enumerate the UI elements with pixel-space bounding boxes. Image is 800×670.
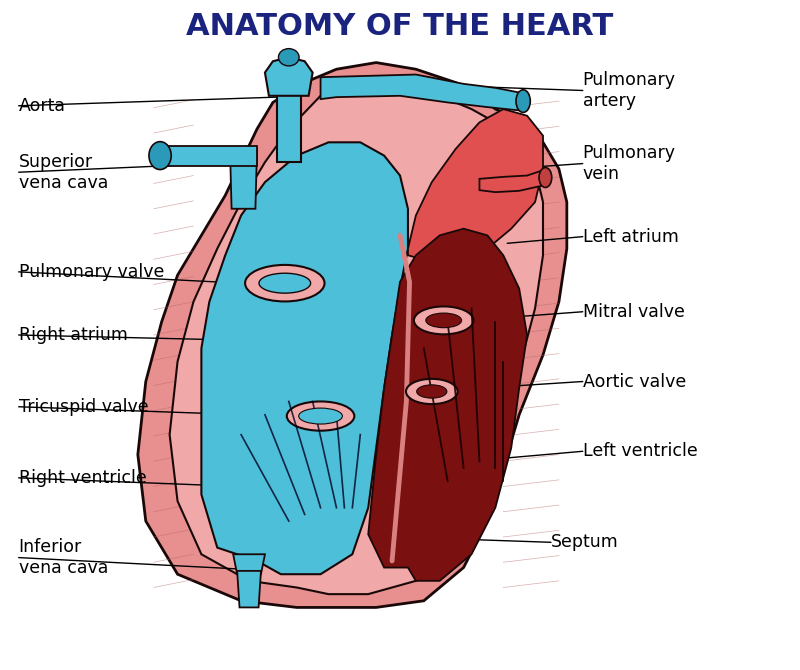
- Polygon shape: [170, 82, 543, 594]
- Text: Right ventricle: Right ventricle: [18, 469, 146, 487]
- Text: Pulmonary
vein: Pulmonary vein: [582, 144, 676, 183]
- Text: Tricuspid valve: Tricuspid valve: [18, 398, 148, 416]
- Ellipse shape: [426, 313, 462, 328]
- Polygon shape: [265, 57, 313, 96]
- Ellipse shape: [245, 265, 325, 302]
- Polygon shape: [202, 142, 408, 574]
- Ellipse shape: [539, 168, 552, 188]
- Polygon shape: [277, 89, 301, 162]
- Ellipse shape: [414, 306, 474, 334]
- Polygon shape: [233, 554, 265, 574]
- Ellipse shape: [516, 90, 530, 113]
- Text: Left ventricle: Left ventricle: [582, 442, 698, 460]
- Ellipse shape: [417, 385, 447, 398]
- Ellipse shape: [298, 408, 342, 424]
- Polygon shape: [230, 149, 257, 209]
- Text: Inferior
vena cava: Inferior vena cava: [18, 538, 108, 577]
- Polygon shape: [138, 62, 567, 608]
- Polygon shape: [321, 74, 519, 111]
- Text: Mitral valve: Mitral valve: [582, 303, 685, 321]
- Ellipse shape: [149, 141, 171, 170]
- Text: Superior
vena cava: Superior vena cava: [18, 153, 108, 192]
- Text: Aortic valve: Aortic valve: [582, 373, 686, 391]
- Ellipse shape: [286, 401, 354, 431]
- Text: Left atrium: Left atrium: [582, 228, 678, 246]
- Polygon shape: [408, 109, 543, 262]
- Text: Pulmonary valve: Pulmonary valve: [18, 263, 164, 281]
- Text: ANATOMY OF THE HEART: ANATOMY OF THE HEART: [186, 11, 614, 40]
- Polygon shape: [479, 170, 543, 192]
- Text: Aorta: Aorta: [18, 96, 66, 115]
- Polygon shape: [368, 228, 527, 581]
- Polygon shape: [237, 571, 261, 608]
- Ellipse shape: [406, 379, 458, 404]
- Circle shape: [278, 49, 299, 66]
- Polygon shape: [162, 145, 257, 165]
- Text: Right atrium: Right atrium: [18, 326, 127, 344]
- Ellipse shape: [259, 273, 310, 293]
- Text: Pulmonary
artery: Pulmonary artery: [582, 71, 676, 110]
- Text: Septum: Septum: [551, 533, 618, 551]
